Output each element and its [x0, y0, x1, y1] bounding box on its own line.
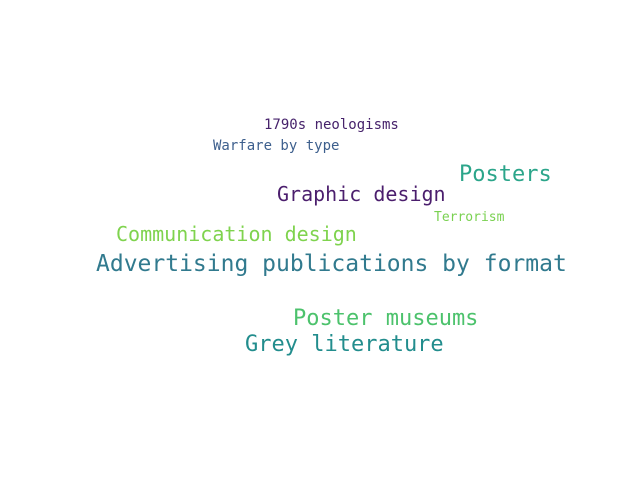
word-grey-literature: Grey literature	[245, 332, 444, 357]
word-advertising-publications-by-format: Advertising publications by format	[96, 251, 567, 277]
word-posters: Posters	[459, 162, 552, 187]
word-terrorism: Terrorism	[434, 210, 505, 225]
word-poster-museums: Poster museums	[293, 306, 479, 331]
word-graphic-design: Graphic design	[277, 182, 446, 206]
word-1790s-neologisms: 1790s neologisms	[264, 117, 399, 133]
word-warfare-by-type: Warfare by type	[213, 138, 340, 154]
word-communication-design: Communication design	[116, 222, 357, 246]
